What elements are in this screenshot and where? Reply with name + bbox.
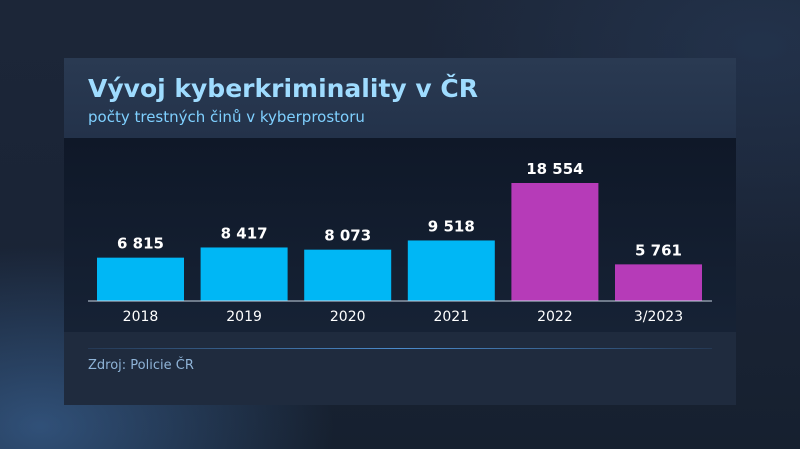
- bar-3/2023: [615, 264, 702, 301]
- x-tick-label-2021: 2021: [433, 309, 469, 325]
- value-label-2021: 9 518: [428, 217, 475, 235]
- bar-chart: 6 815 2018 8 417 2019 8 073 2020 9 518 2021 18 5…: [88, 160, 712, 325]
- chart-area: 6 815 2018 8 417 2019 8 073 2020 9 518 2021 18 5…: [64, 138, 736, 332]
- x-tick-label-3/2023: 3/2023: [634, 309, 683, 325]
- value-label-2020: 8 073: [324, 227, 371, 245]
- source-divider: [88, 348, 712, 349]
- chart-title: Vývoj kyberkriminality v ČR: [88, 74, 478, 103]
- value-label-2018: 6 815: [117, 235, 164, 253]
- bar-2021: [407, 240, 495, 301]
- x-tick-label-2018: 2018: [123, 309, 159, 325]
- chart-panel: Vývoj kyberkriminality v ČR počty trestn…: [64, 58, 736, 405]
- value-label-2019: 8 417: [221, 224, 268, 242]
- x-tick-label-2022: 2022: [537, 309, 573, 325]
- value-label-3/2023: 5 761: [635, 241, 682, 259]
- bar-2022: [511, 183, 599, 301]
- chart-header: Vývoj kyberkriminality v ČR počty trestn…: [64, 58, 736, 138]
- bar-2020: [304, 249, 392, 301]
- x-tick-label-2020: 2020: [330, 309, 366, 325]
- source-note: Zdroj: Policie ČR: [88, 358, 194, 373]
- chart-subtitle: počty trestných činů v kyberprostoru: [88, 108, 365, 126]
- value-label-2022: 18 554: [526, 160, 583, 178]
- bar-2018: [97, 257, 184, 301]
- bar-2019: [200, 247, 288, 301]
- x-tick-label-2019: 2019: [226, 309, 262, 325]
